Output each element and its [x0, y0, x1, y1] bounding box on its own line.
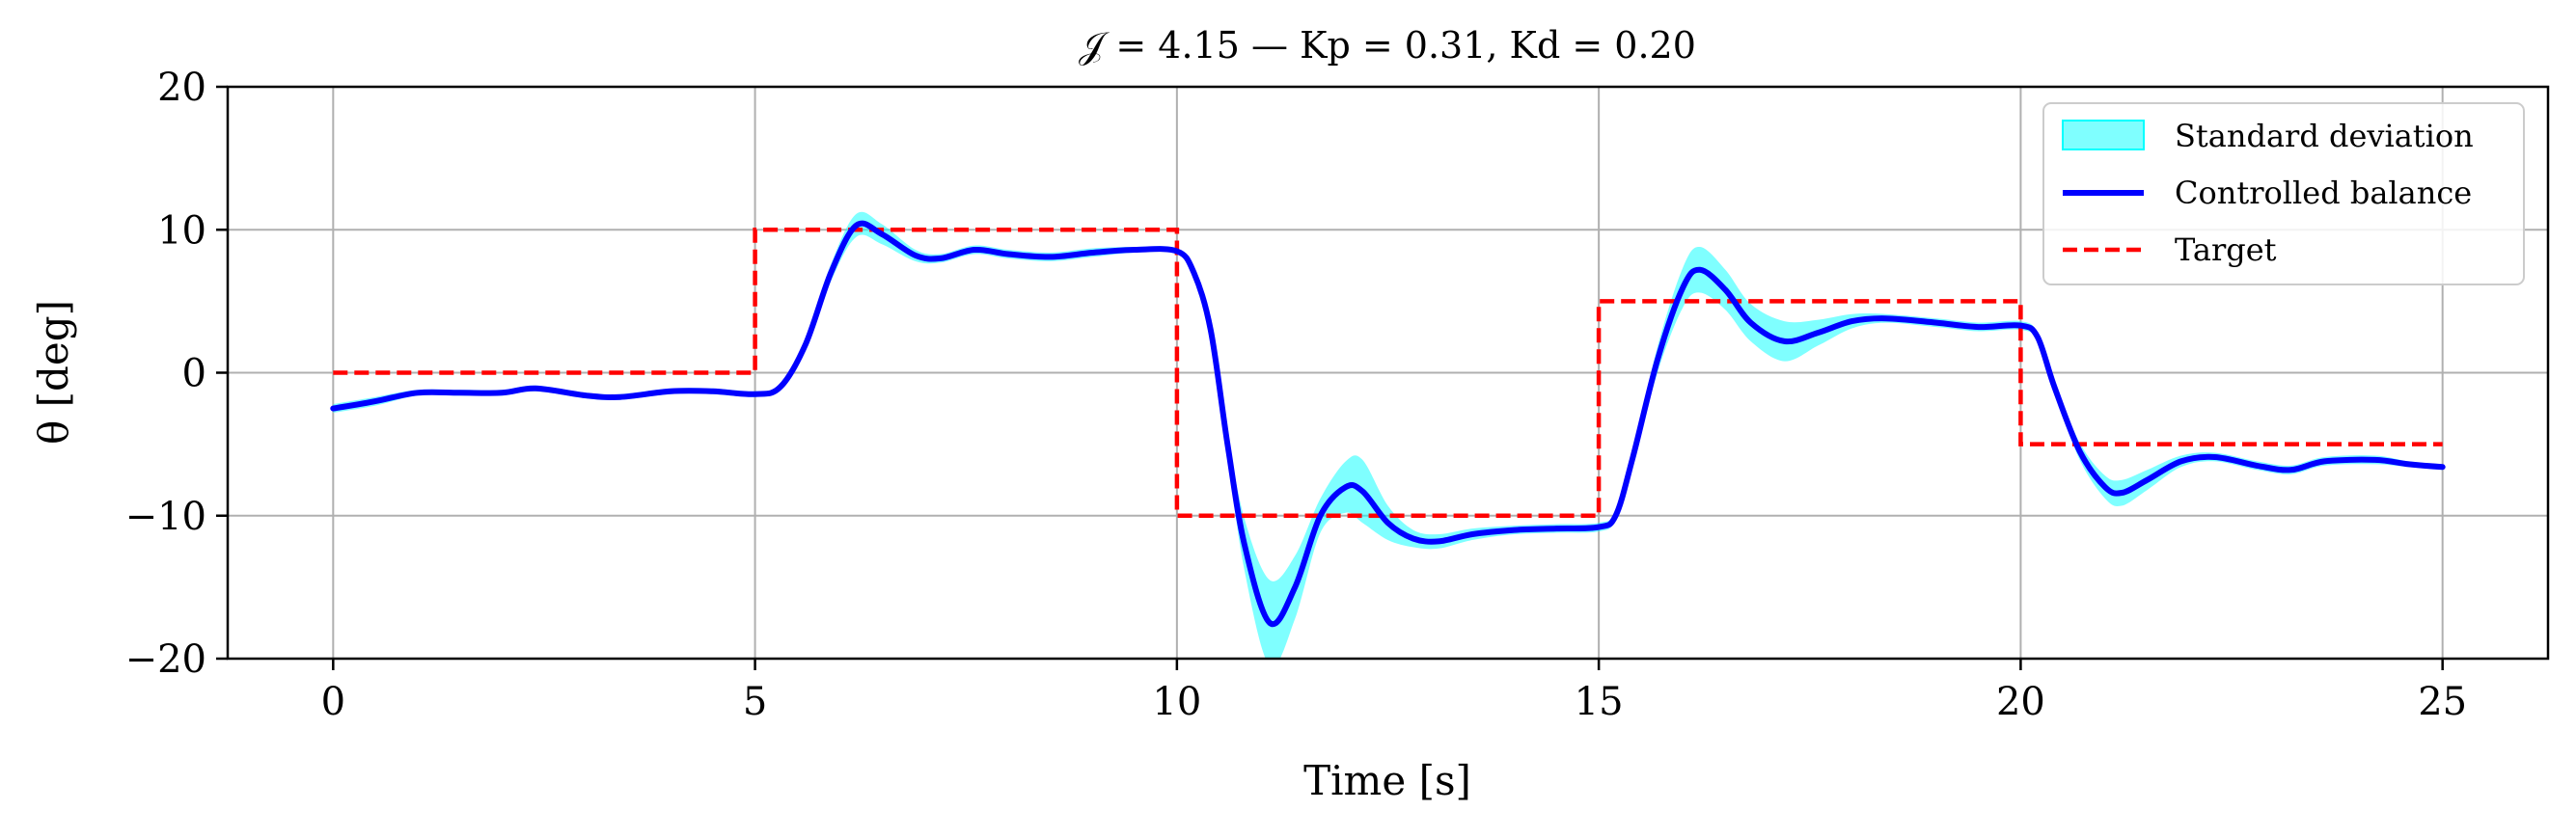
legend-label-target: Target [2175, 231, 2277, 268]
chart-title: 𝒥 = 4.15 — Kp = 0.31, Kd = 0.20 [1079, 24, 1696, 67]
y-tick-label: 10 [157, 208, 206, 253]
ticks: 0 5 10 15 20 25 −20 −10 0 10 20 [125, 66, 2468, 724]
x-axis-title: Time [s] [1303, 757, 1471, 804]
y-axis-title: θ [deg] [30, 300, 77, 445]
y-tick-label: −10 [125, 495, 206, 539]
controlled-balance-line [330, 220, 2446, 628]
legend-box [2042, 102, 2525, 285]
x-tick-label: 0 [321, 680, 345, 724]
legend-label-line: Controlled balance [2175, 175, 2472, 211]
x-tick-label: 10 [1152, 680, 1201, 724]
y-tick-label: 0 [182, 352, 206, 396]
y-tick-label: 20 [157, 66, 206, 110]
target-line [333, 228, 2443, 519]
y-tick-label: −20 [125, 637, 206, 682]
legend-label-std: Standard deviation [2175, 118, 2474, 154]
x-tick-label: 15 [1575, 680, 1624, 724]
x-tick-label: 5 [743, 680, 767, 724]
x-tick-label: 25 [2418, 680, 2467, 724]
x-tick-label: 20 [1996, 680, 2045, 724]
std-band [333, 211, 2443, 659]
legend-swatch-std [2062, 120, 2145, 150]
legend: Standard deviation Controlled balance Ta… [2042, 102, 2525, 285]
